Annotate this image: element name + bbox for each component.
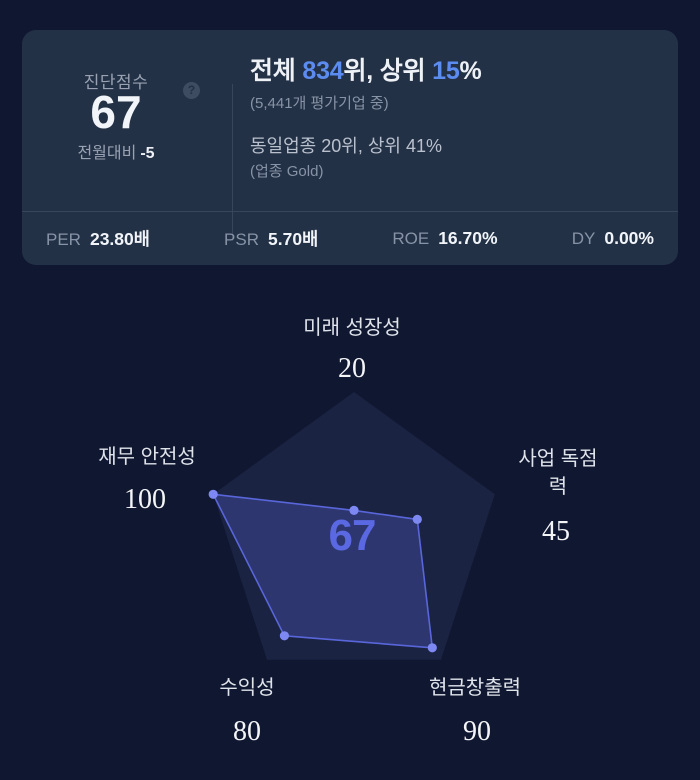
metric-roe: ROE 16.70%	[392, 228, 497, 249]
metric-label: ROE	[392, 229, 430, 248]
metric-psr: PSR 5.70배	[224, 226, 318, 251]
metric-value: 0.00%	[604, 228, 654, 248]
radar-axis-label-cash-generation: 현금창출력	[429, 677, 521, 699]
radar-axis-label-business-monopoly: 사업 독점력	[518, 448, 598, 498]
radar-axis-value-future-growth: 20	[338, 353, 366, 384]
ranking-panel: 전체 834위, 상위 15% (5,441개 평가기업 중) 동일업종 20위…	[228, 30, 678, 211]
metric-label: PER	[46, 230, 81, 249]
mom-label: 전월대비	[77, 145, 137, 162]
rank-prefix: 전체	[250, 57, 303, 85]
radar-dot	[349, 505, 359, 515]
metric-per: PER 23.80배	[46, 226, 150, 251]
radar-axis-label-future-growth: 미래 성장성	[303, 317, 401, 339]
radar-axis-value-profitability: 80	[233, 716, 261, 747]
industry-note: (업종 Gold)	[250, 163, 324, 180]
rank-mid: 위, 상위	[343, 57, 433, 85]
radar-center-score: 67	[328, 511, 377, 560]
radar-background-pentagon	[213, 392, 495, 660]
help-icon[interactable]: ?	[183, 82, 200, 99]
diagnosis-score-value: 67	[90, 86, 142, 138]
radar-axis-value-cash-generation: 90	[463, 716, 491, 747]
rank-number: 834	[302, 57, 344, 85]
radar-dot	[412, 514, 422, 524]
evaluated-companies-note: (5,441개 평가기업 중)	[250, 95, 389, 112]
radar-dot	[427, 643, 437, 653]
radar-axis-label-financial-stability: 재무 안전성	[98, 446, 196, 468]
valuation-metrics-row: PER 23.80배 PSR 5.70배 ROE 16.70% DY 0.00%	[22, 212, 678, 265]
radar-data-dots	[208, 489, 437, 653]
diagnosis-score-card: 진단점수 ? 67 전월대비 -5 전체 834위, 상위 15% (5,441개…	[22, 30, 678, 265]
industry-rank-line: 동일업종 20위, 상위 41%	[250, 136, 442, 156]
horizontal-divider	[22, 211, 678, 212]
metric-value: 5.70배	[268, 229, 319, 249]
metric-dy: DY 0.00%	[572, 228, 654, 249]
radar-dot	[208, 489, 218, 499]
metric-value: 16.70%	[438, 228, 498, 248]
mom-value: -5	[140, 145, 155, 162]
metric-value: 23.80배	[89, 229, 150, 249]
radar-data-polygon	[212, 493, 434, 649]
radar-axis-label-profitability: 수익성	[219, 677, 275, 699]
vertical-divider	[232, 84, 233, 241]
radar-dot	[279, 631, 289, 641]
metric-label: DY	[571, 229, 596, 248]
radar-axis-value-business-monopoly: 45	[542, 516, 570, 547]
score-title: 진단점수	[83, 73, 149, 92]
rank-suffix: %	[459, 57, 482, 85]
score-summary-panel: 진단점수 ? 67 전월대비 -5	[22, 30, 210, 211]
overall-rank-line: 전체 834위, 상위 15%	[250, 58, 482, 84]
month-over-month: 전월대비 -5	[22, 145, 210, 163]
radar-axis-value-financial-stability: 100	[124, 484, 166, 515]
radar-chart: 67 미래 성장성 20 사업 독점력 45 현금창출력 90 수익성 80 재…	[0, 300, 700, 780]
radar-svg	[208, 392, 495, 660]
rank-percent: 15	[432, 57, 460, 85]
metric-label: PSR	[224, 230, 260, 249]
